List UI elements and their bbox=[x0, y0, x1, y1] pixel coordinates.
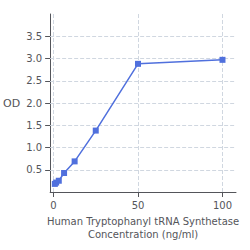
svg-text:1.5: 1.5 bbox=[26, 120, 42, 131]
svg-text:50: 50 bbox=[132, 200, 145, 211]
svg-text:1.0: 1.0 bbox=[26, 142, 42, 153]
svg-text:0.5: 0.5 bbox=[26, 164, 42, 175]
svg-text:3.5: 3.5 bbox=[26, 31, 42, 42]
svg-text:100: 100 bbox=[213, 200, 232, 211]
svg-text:0: 0 bbox=[50, 200, 56, 211]
svg-text:Concentration (ng/ml): Concentration (ng/ml) bbox=[88, 229, 198, 240]
svg-text:OD: OD bbox=[3, 97, 20, 110]
svg-text:Human Tryptophanyl tRNA Synthe: Human Tryptophanyl tRNA Synthetase bbox=[47, 216, 239, 227]
svg-text:2.5: 2.5 bbox=[26, 75, 42, 86]
svg-text:3.0: 3.0 bbox=[26, 53, 42, 64]
svg-text:2.0: 2.0 bbox=[26, 98, 42, 109]
